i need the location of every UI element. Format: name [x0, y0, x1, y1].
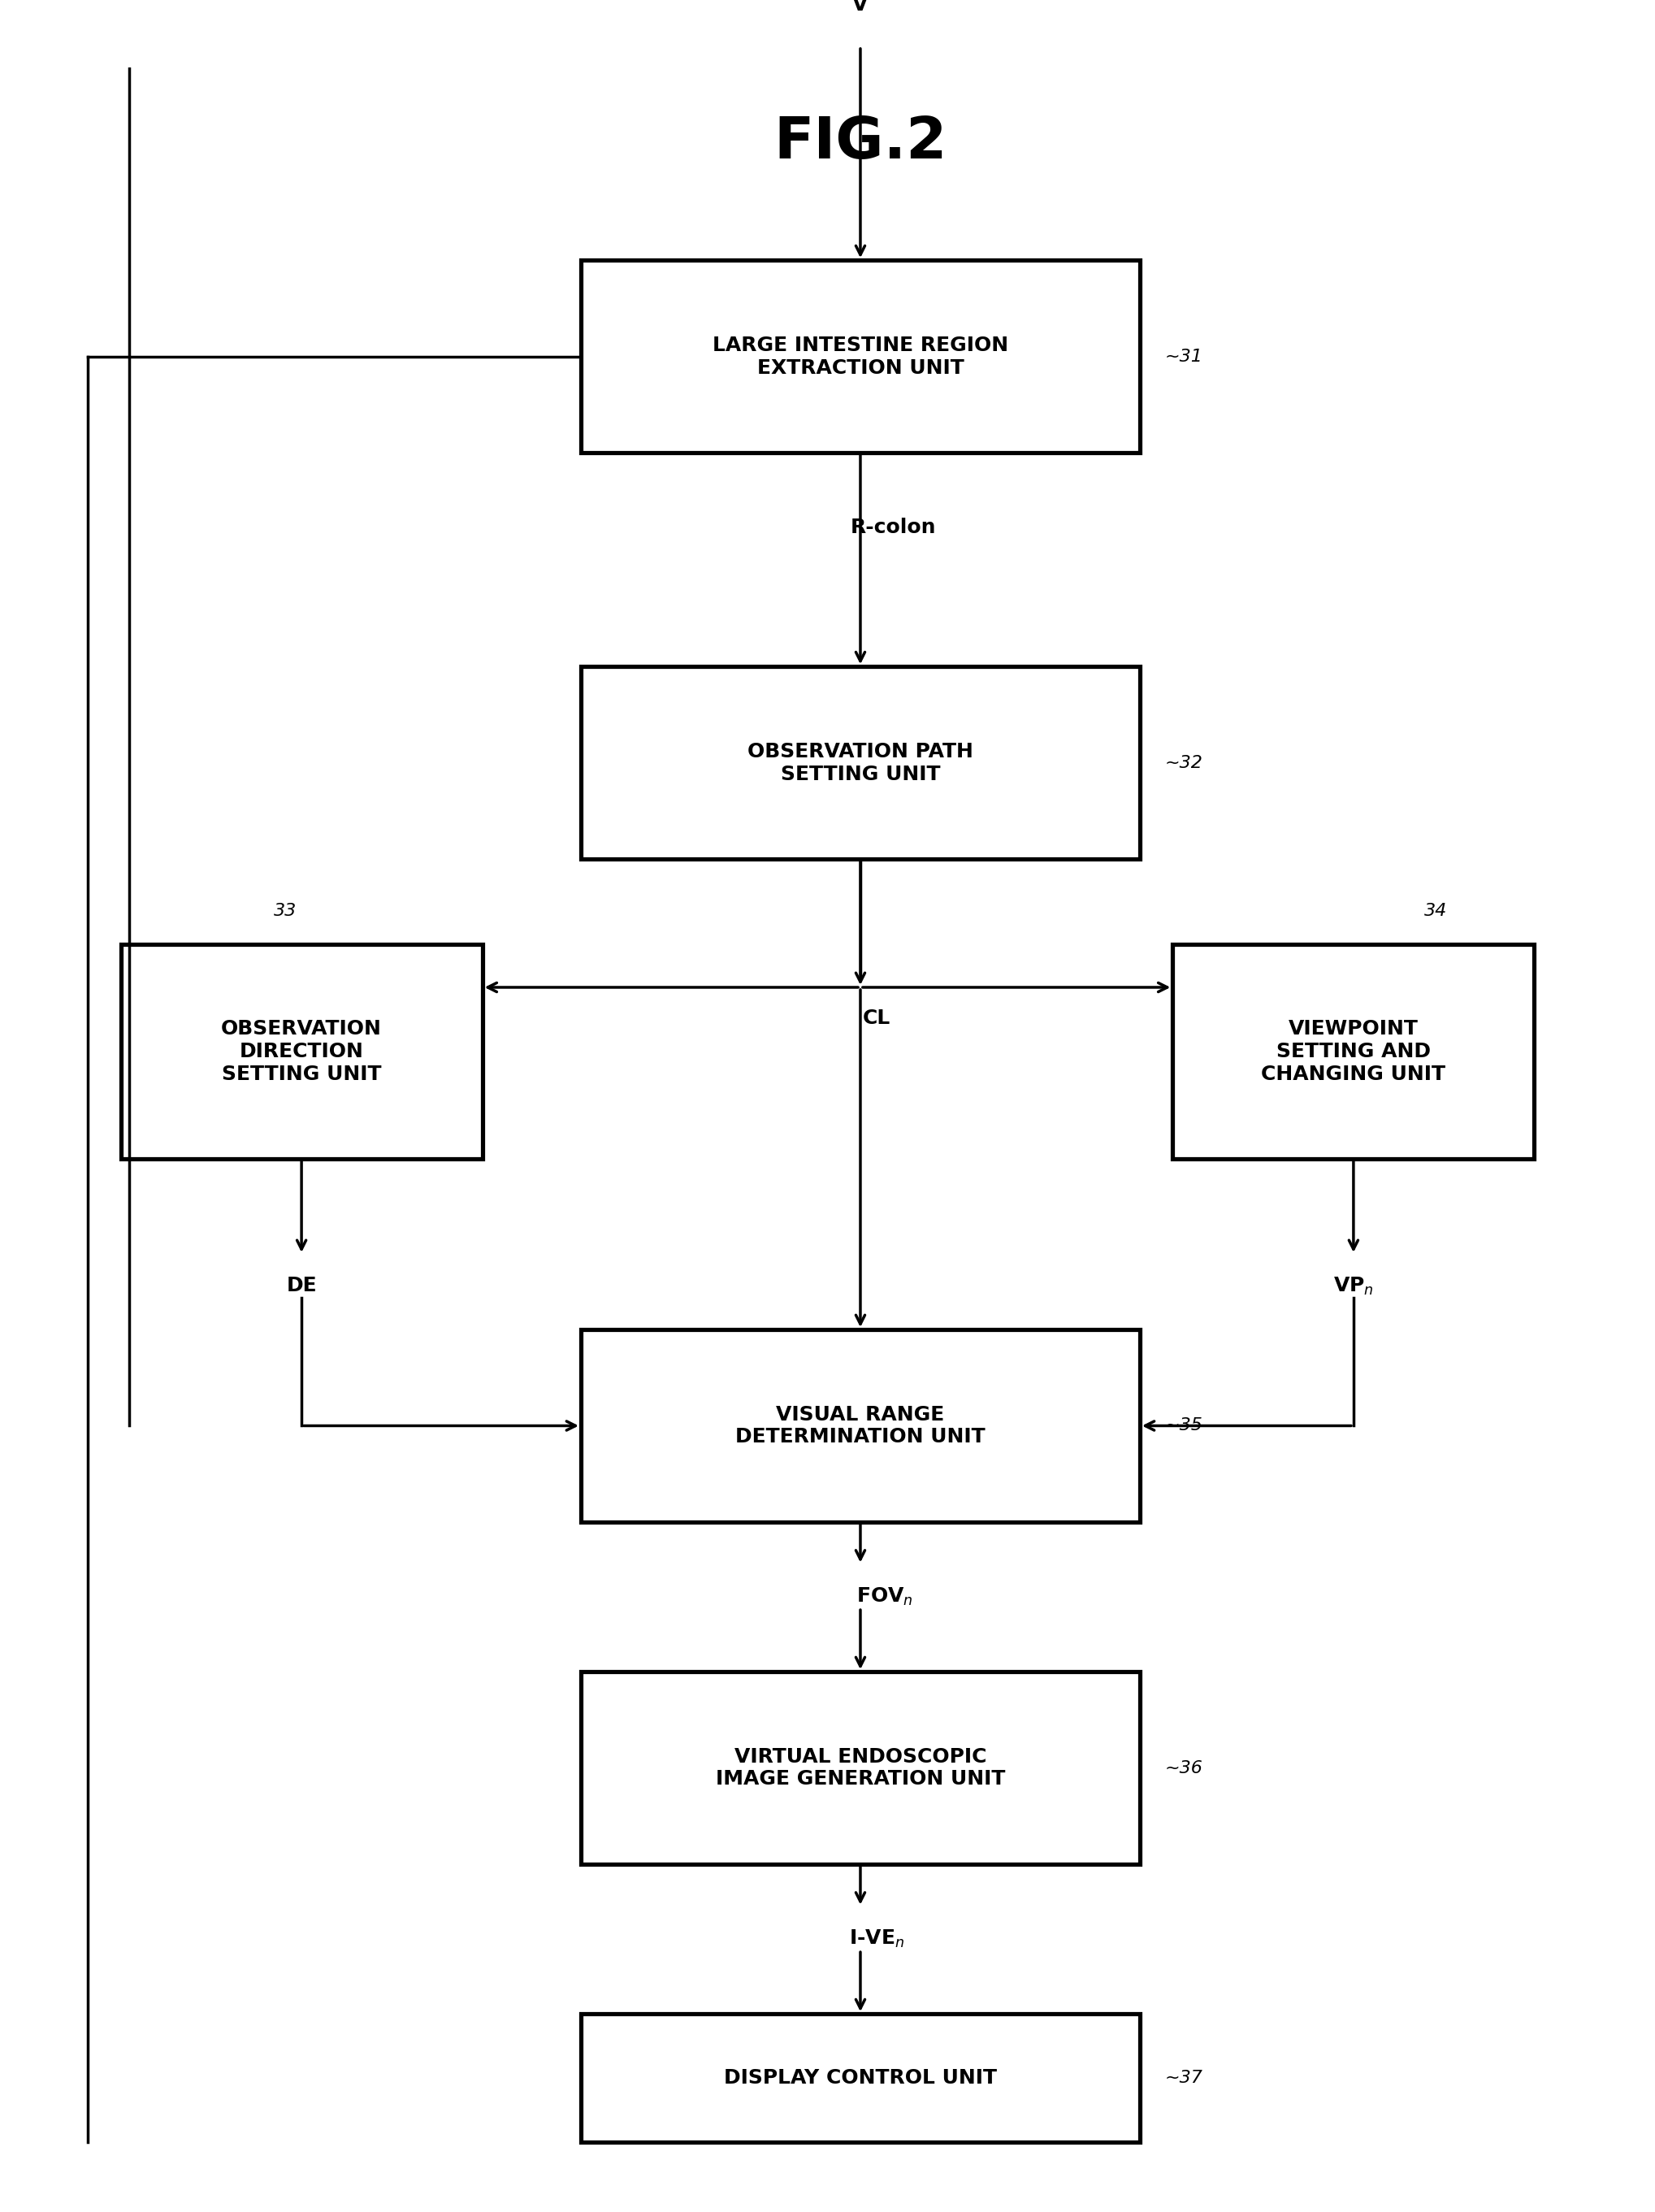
Text: VIRTUAL ENDOSCOPIC
IMAGE GENERATION UNIT: VIRTUAL ENDOSCOPIC IMAGE GENERATION UNIT — [715, 1747, 1005, 1790]
Text: ~32: ~32 — [1165, 754, 1203, 772]
FancyBboxPatch shape — [581, 261, 1140, 453]
Text: FIG.2: FIG.2 — [773, 115, 947, 170]
Text: VIEWPOINT
SETTING AND
CHANGING UNIT: VIEWPOINT SETTING AND CHANGING UNIT — [1261, 1020, 1446, 1084]
FancyBboxPatch shape — [1173, 945, 1534, 1159]
Text: ~35: ~35 — [1165, 1418, 1203, 1433]
FancyBboxPatch shape — [581, 1329, 1140, 1522]
Text: ~36: ~36 — [1165, 1761, 1203, 1776]
FancyBboxPatch shape — [581, 666, 1140, 858]
Text: DISPLAY CONTROL UNIT: DISPLAY CONTROL UNIT — [723, 2068, 996, 2088]
Text: 34: 34 — [1425, 902, 1446, 918]
Text: I-VE$_n$: I-VE$_n$ — [849, 1929, 905, 1949]
Text: FOV$_n$: FOV$_n$ — [857, 1586, 914, 1608]
Text: OBSERVATION PATH
SETTING UNIT: OBSERVATION PATH SETTING UNIT — [748, 741, 973, 783]
Text: LARGE INTESTINE REGION
EXTRACTION UNIT: LARGE INTESTINE REGION EXTRACTION UNIT — [712, 336, 1008, 378]
Text: OBSERVATION
DIRECTION
SETTING UNIT: OBSERVATION DIRECTION SETTING UNIT — [222, 1020, 382, 1084]
FancyBboxPatch shape — [121, 945, 482, 1159]
Text: DE: DE — [286, 1276, 316, 1296]
Text: VISUAL RANGE
DETERMINATION UNIT: VISUAL RANGE DETERMINATION UNIT — [735, 1405, 985, 1447]
Text: R-colon: R-colon — [851, 518, 937, 538]
FancyBboxPatch shape — [581, 1672, 1140, 1865]
Text: 33: 33 — [273, 902, 296, 918]
Text: VP$_n$: VP$_n$ — [1334, 1276, 1374, 1298]
FancyBboxPatch shape — [581, 2013, 1140, 2141]
Text: ~37: ~37 — [1165, 2070, 1203, 2086]
Text: ~31: ~31 — [1165, 347, 1203, 365]
Text: V: V — [852, 0, 869, 13]
Text: CL: CL — [862, 1009, 890, 1029]
